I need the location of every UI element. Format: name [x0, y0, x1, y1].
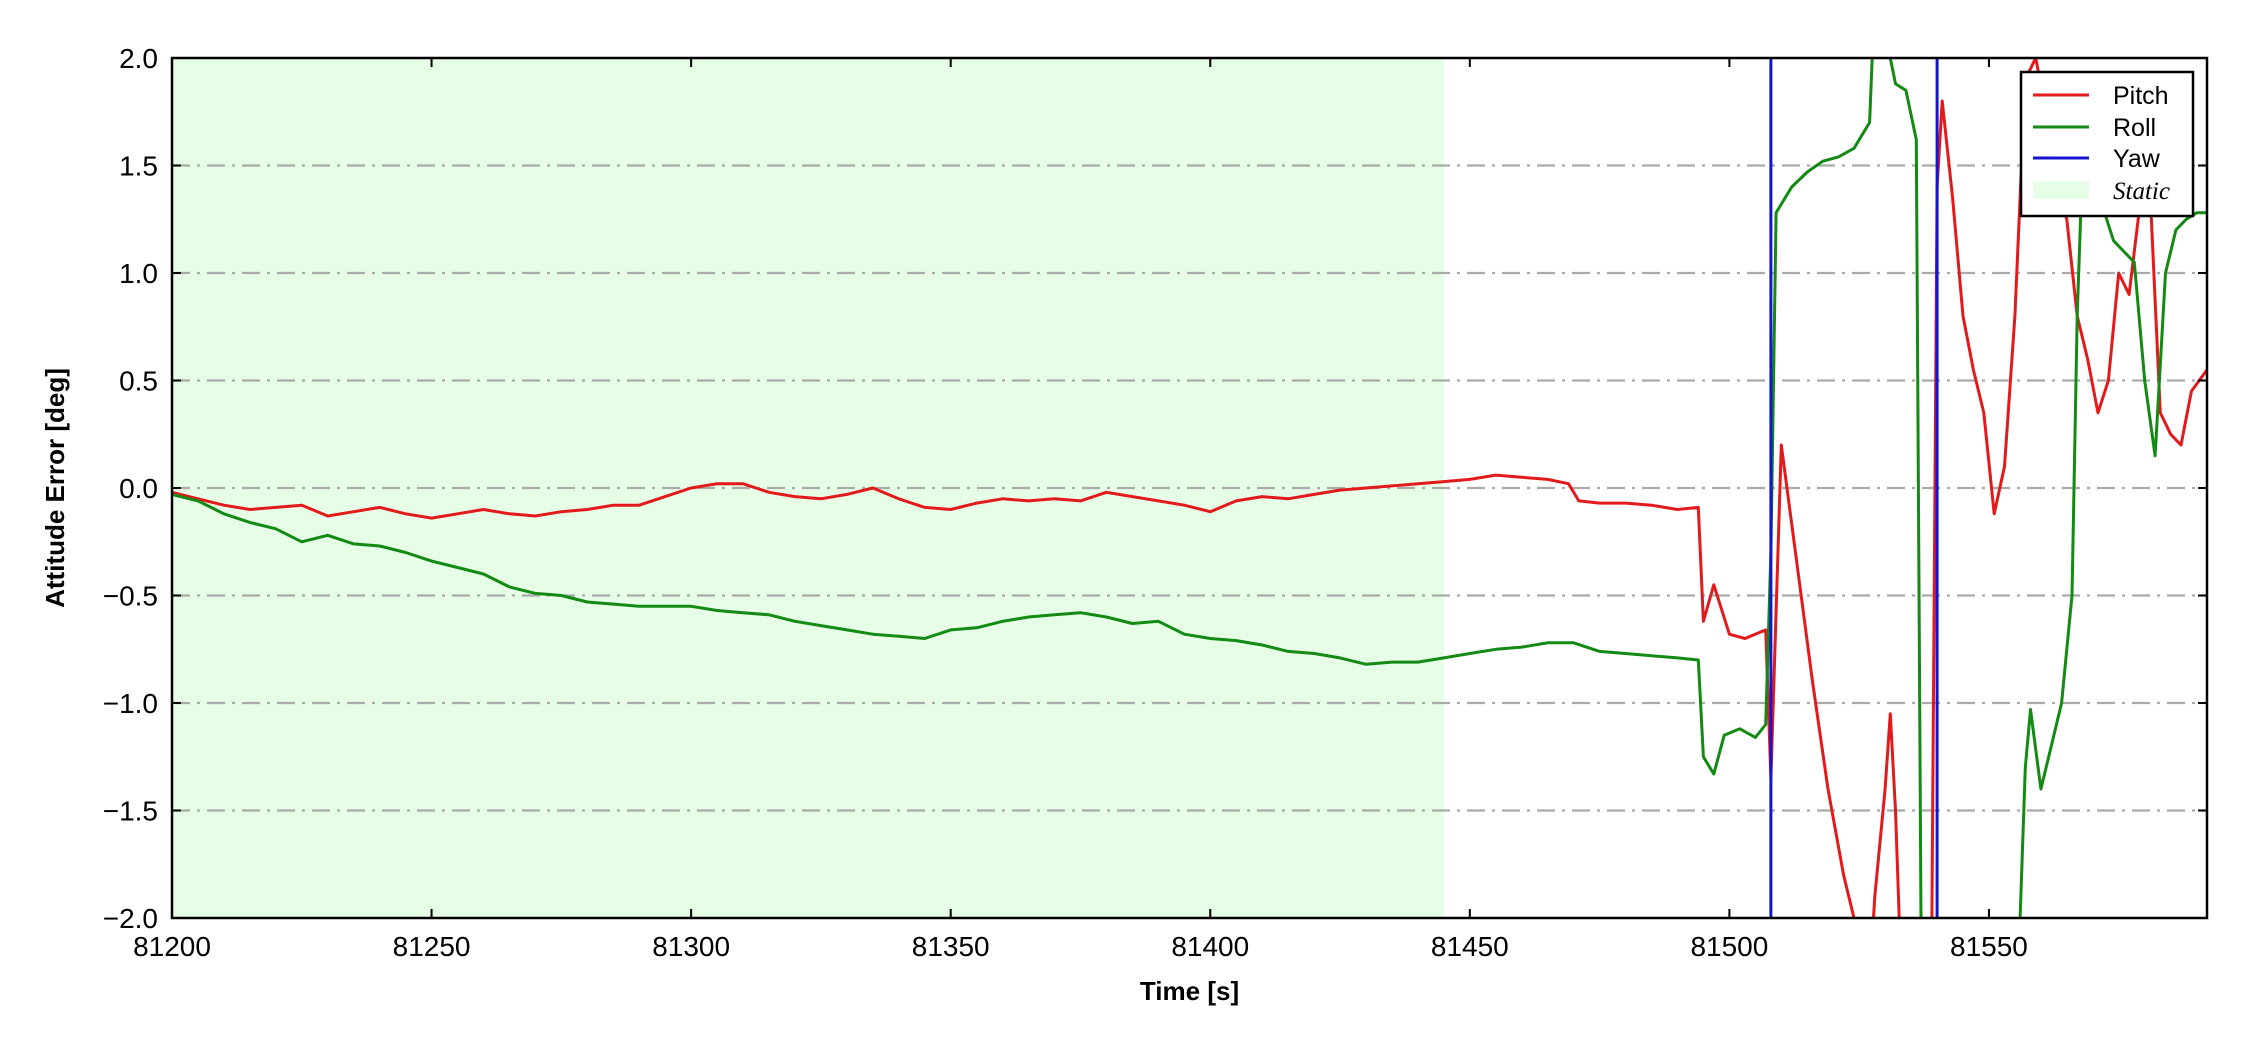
x-tick-label: 81200	[133, 931, 211, 962]
y-tick-label: −1.0	[103, 688, 158, 719]
legend-label-pitch: Pitch	[2113, 82, 2169, 110]
x-axis-title: Time [s]	[1140, 976, 1239, 1006]
y-tick-label: −1.5	[103, 796, 158, 827]
x-tick-label: 81450	[1431, 931, 1509, 962]
legend-swatch-static	[2033, 181, 2089, 199]
legend: Pitch Roll Yaw Static	[2019, 70, 2195, 218]
x-tick-label: 81300	[652, 931, 730, 962]
series-roll-line	[172, 58, 2207, 918]
y-axis-title: Attitude Error [deg]	[40, 368, 70, 608]
legend-label-static: Static	[2113, 178, 2170, 205]
y-tick-label: 2.0	[119, 43, 158, 74]
y-tick-label: −0.5	[103, 581, 158, 612]
y-tick-label: 1.0	[119, 258, 158, 289]
legend-label-yaw: Yaw	[2113, 145, 2161, 173]
legend-label-roll: Roll	[2113, 114, 2156, 142]
x-tick-label: 81400	[1171, 931, 1249, 962]
x-tick-label: 81250	[393, 931, 471, 962]
series-pitch-line	[172, 58, 2207, 918]
x-tick-label: 81550	[1950, 931, 2028, 962]
y-tick-label: −2.0	[103, 903, 158, 934]
x-tick-label: 81350	[912, 931, 990, 962]
y-tick-label: 0.5	[119, 366, 158, 397]
y-tick-label: 1.5	[119, 151, 158, 182]
y-tick-label: 0.0	[119, 473, 158, 504]
x-tick-label: 81500	[1690, 931, 1768, 962]
